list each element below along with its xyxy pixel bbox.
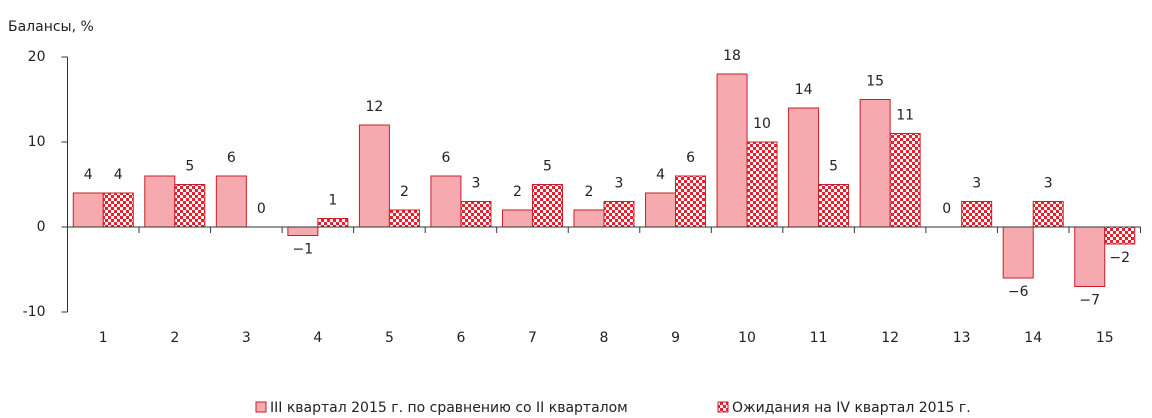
legend-label: III квартал 2015 г. по сравнению со II к… xyxy=(270,400,628,416)
bar xyxy=(72,192,104,228)
data-label: 2 xyxy=(513,184,522,200)
data-label: 5 xyxy=(185,159,194,175)
bar xyxy=(961,201,993,228)
bar xyxy=(889,133,921,228)
y-tick-label: 10 xyxy=(28,134,46,150)
x-tick-label: 6 xyxy=(456,330,465,346)
x-tick-label: 5 xyxy=(385,330,394,346)
data-label: 6 xyxy=(686,150,695,166)
data-label: 18 xyxy=(723,48,741,64)
data-label: 4 xyxy=(84,167,93,183)
x-tick-label: 12 xyxy=(881,330,899,346)
bar xyxy=(102,192,134,228)
data-label: 15 xyxy=(866,74,884,90)
bar xyxy=(1002,226,1034,279)
data-label: 3 xyxy=(1044,176,1053,192)
data-label: 4 xyxy=(656,167,665,183)
bar xyxy=(358,124,390,228)
bar xyxy=(645,192,677,228)
bar xyxy=(746,141,778,228)
bar xyxy=(317,218,349,228)
y-tick-label: -10 xyxy=(23,304,46,320)
data-label: 3 xyxy=(972,176,981,192)
bar xyxy=(1074,226,1106,287)
bar xyxy=(531,184,563,228)
legend-swatch xyxy=(717,401,729,413)
bar xyxy=(430,175,462,228)
bar xyxy=(788,107,820,228)
x-tick-label: 10 xyxy=(738,330,756,346)
data-label: 12 xyxy=(365,99,383,115)
data-label: 1 xyxy=(328,193,337,209)
x-tick-label: 15 xyxy=(1096,330,1114,346)
data-label: 6 xyxy=(441,150,450,166)
data-label: −6 xyxy=(1008,284,1029,300)
bar xyxy=(818,184,850,228)
data-label: 10 xyxy=(753,116,771,132)
x-tick-label: 14 xyxy=(1024,330,1042,346)
data-label: 3 xyxy=(615,176,624,192)
bar xyxy=(287,226,319,236)
bar xyxy=(388,209,420,228)
data-label: 5 xyxy=(543,159,552,175)
bar xyxy=(603,201,635,228)
x-tick-label: 7 xyxy=(528,330,537,346)
bar xyxy=(501,209,533,228)
x-tick-label: 8 xyxy=(600,330,609,346)
data-label: −2 xyxy=(1109,250,1130,266)
data-label: 0 xyxy=(257,201,266,217)
x-tick-label: 1 xyxy=(99,330,108,346)
data-label: 11 xyxy=(896,108,914,124)
x-tick-label: 13 xyxy=(953,330,971,346)
data-label: 14 xyxy=(795,82,813,98)
data-label: 0 xyxy=(942,201,951,217)
x-tick-label: 9 xyxy=(671,330,680,346)
bar xyxy=(675,175,707,228)
bar xyxy=(1032,201,1064,228)
legend-label: Ожидания на IV квартал 2015 г. xyxy=(732,400,971,416)
data-label: 2 xyxy=(400,184,409,200)
bar xyxy=(1104,226,1136,245)
y-tick-label: 20 xyxy=(28,49,46,65)
x-tick-label: 3 xyxy=(242,330,251,346)
data-label: −7 xyxy=(1079,293,1100,309)
legend-swatch xyxy=(255,401,267,413)
data-label: 4 xyxy=(114,167,123,183)
data-label: 2 xyxy=(585,184,594,200)
bar xyxy=(716,73,748,228)
bar xyxy=(215,175,247,228)
bar xyxy=(144,175,176,228)
x-tick-label: 11 xyxy=(810,330,828,346)
x-tick-label: 4 xyxy=(313,330,322,346)
y-axis-title: Балансы, % xyxy=(8,19,94,35)
data-label: 5 xyxy=(829,159,838,175)
bar xyxy=(460,201,492,228)
x-tick-label: 2 xyxy=(170,330,179,346)
data-label: 3 xyxy=(471,176,480,192)
y-tick-label: 0 xyxy=(37,219,46,235)
bar xyxy=(573,209,605,228)
bar xyxy=(174,184,206,228)
bar xyxy=(859,99,891,228)
data-label: −1 xyxy=(293,242,314,258)
data-label: 6 xyxy=(227,150,236,166)
